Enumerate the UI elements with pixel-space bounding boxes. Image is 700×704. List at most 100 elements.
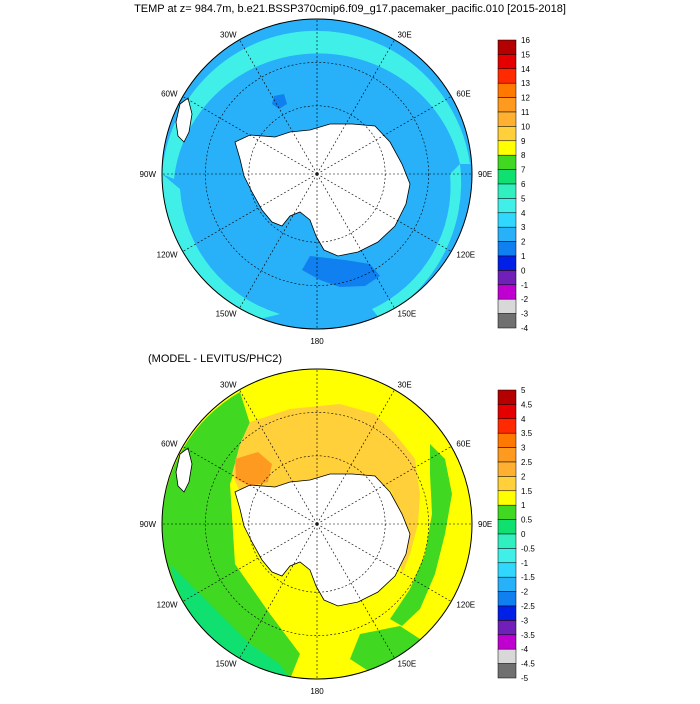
colorbar-label: 10	[521, 122, 530, 131]
colorbar-swatch	[497, 533, 517, 549]
colorbar-swatch	[497, 169, 517, 185]
longitude-label-n30w: 30W	[220, 31, 237, 40]
colorbar-swatch	[497, 447, 517, 463]
colorbar-label: 2	[521, 472, 526, 481]
colorbar-label: -1	[521, 281, 529, 290]
longitude-label-n150e: 150E	[398, 309, 417, 318]
colorbar-label: -2	[521, 588, 529, 597]
colorbar-swatch	[497, 562, 517, 578]
green-band-east	[390, 444, 452, 626]
colorbar-label: -3	[521, 310, 529, 319]
colorbar-label: 13	[521, 79, 530, 88]
south-america-land	[175, 447, 193, 493]
meridian-line	[316, 173, 395, 309]
colorbar-label: 11	[521, 108, 530, 117]
colorbar-label: 0	[521, 530, 526, 539]
colorbar-swatch	[497, 298, 517, 314]
longitude-label-n150w: 150W	[216, 659, 237, 668]
colorbar-label: 14	[521, 65, 530, 74]
colorbar-label: 6	[521, 180, 526, 189]
colorbar-swatch	[497, 140, 517, 156]
meridian-line	[182, 96, 318, 175]
colorbar-swatch	[497, 648, 517, 664]
colorbar-label: 16	[521, 37, 530, 45]
longitude-label-n120w: 120W	[157, 251, 178, 260]
colorbar-swatch	[497, 111, 517, 127]
colorbar-label: 0.5	[521, 516, 533, 525]
meridian-line	[182, 173, 318, 252]
meridian-line	[316, 389, 395, 525]
colorbar-swatch	[497, 605, 517, 621]
colorbar-swatch	[497, 634, 517, 650]
outer-ring-field	[162, 30, 470, 179]
south-america-land	[175, 97, 193, 143]
longitude-label-n60w: 60W	[161, 90, 178, 99]
meridian-line	[239, 523, 318, 659]
antarctica-land	[234, 473, 411, 607]
colorbar-label: 3	[521, 223, 526, 232]
longitude-label-n120e: 120E	[456, 601, 475, 610]
colorbar-swatch	[497, 212, 517, 228]
meridian-line	[239, 39, 318, 175]
colorbar-label: 4.5	[521, 400, 533, 409]
colorbar-swatch	[497, 620, 517, 636]
top-polar-map: 0 30E 60E 90E 120E 150E 180 150W 120W 90W 60W 30W	[140, 14, 492, 346]
longitude-label-n180: 180	[310, 687, 324, 696]
latitude-circle	[205, 412, 429, 636]
colorbar-swatch	[497, 284, 517, 300]
cool-patch-ross	[302, 256, 380, 287]
colorbar-swatch	[497, 389, 517, 405]
green-band-southwest	[170, 564, 290, 679]
colorbar-swatch	[497, 591, 517, 607]
colorbar-swatch	[497, 241, 517, 257]
colorbar-swatch	[497, 548, 517, 564]
meridian-line	[239, 389, 318, 525]
colorbar-label: 15	[521, 50, 530, 59]
longitude-label-n150e: 150E	[398, 659, 417, 668]
colorbar-swatch	[497, 404, 517, 420]
latitude-circle	[205, 62, 429, 286]
colorbar-swatch	[497, 418, 517, 434]
colorbar-label: 1	[521, 252, 526, 261]
longitude-label-n90e: 90E	[478, 520, 492, 529]
colorbar-label: 2.5	[521, 458, 533, 467]
colorbar-label: 3	[521, 444, 526, 453]
colorbar-label: -4	[521, 324, 529, 333]
meridian-line	[239, 173, 318, 309]
outer-ring-field-w	[162, 174, 280, 319]
longitude-label-n180: 180	[310, 337, 324, 346]
colorbar-label: -1	[521, 559, 529, 568]
longitude-label-n30w: 30W	[220, 381, 237, 390]
longitude-label-n120w: 120W	[157, 601, 178, 610]
longitude-label-n30e: 30E	[398, 31, 412, 40]
colorbar-swatch	[497, 126, 517, 142]
longitude-label-n0: 0	[315, 364, 320, 365]
colorbar-label: 4	[521, 209, 526, 218]
longitude-label-n60w: 60W	[161, 440, 178, 449]
bottom-map-title: (MODEL - LEVITUS/PHC2)	[148, 353, 283, 365]
meridian-line	[316, 446, 452, 525]
meridian-line	[316, 523, 452, 602]
meridian-line	[182, 523, 318, 602]
outer-ring-field-e	[372, 164, 462, 319]
colorbar-label: -2	[521, 295, 529, 304]
colorbar-label: -0.5	[521, 544, 535, 553]
meridian-line	[182, 446, 318, 525]
colorbar-label: 3.5	[521, 429, 533, 438]
colorbar-swatch	[497, 226, 517, 242]
longitude-label-n90e: 90E	[478, 170, 492, 179]
colorbar-label: 1	[521, 501, 526, 510]
colorbar-label: 1.5	[521, 487, 533, 496]
colorbar-label: 9	[521, 137, 526, 146]
colorbar-swatch	[497, 663, 517, 679]
bottom-colorbar: 5 4.5 4 3.5 3 2.5 2 1.5 1 0.5 0 -0.5 -1 -1.5 -2 -2.5 -3 -…	[497, 387, 535, 683]
colorbar-swatch	[497, 97, 517, 113]
colorbar-swatch	[497, 519, 517, 535]
colorbar-label: 4	[521, 415, 526, 424]
colorbar-label: 12	[521, 94, 530, 103]
colorbar-swatch	[497, 68, 517, 84]
colorbar-label: -4	[521, 645, 529, 654]
colorbar-swatch	[497, 270, 517, 286]
colorbar-label: -4.5	[521, 660, 535, 669]
